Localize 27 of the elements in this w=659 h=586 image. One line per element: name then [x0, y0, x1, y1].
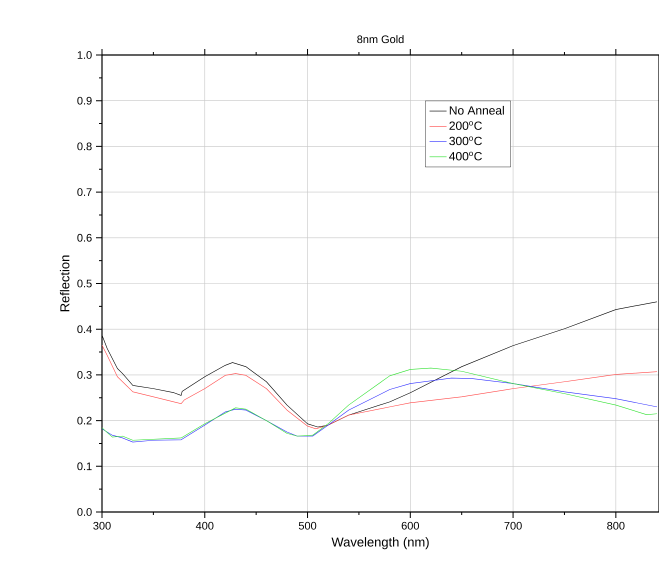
y-tick-label: 0.8 — [77, 142, 92, 150]
legend-label: 400$^{o}$C — [449, 152, 482, 160]
y-tick-label: 0.2 — [77, 416, 92, 424]
x-tick-label: 600 — [402, 522, 420, 530]
x-tick-label: 500 — [298, 522, 316, 530]
y-tick-label: 1.0 — [78, 51, 92, 59]
y-tick-label: 0.1 — [77, 462, 92, 470]
legend-label: No Anneal — [450, 106, 504, 115]
x-tick-label: 300 — [93, 522, 111, 530]
y-tick-label: 0.6 — [77, 234, 92, 242]
legend-label: 200$^{o}$C — [449, 121, 482, 130]
legend-label: 300$^{o}$C — [449, 136, 482, 146]
y-tick-label: 0.9 — [77, 96, 92, 105]
y-tick-label: 0.0 — [77, 508, 92, 516]
y-tick-label: 0.3 — [77, 371, 92, 379]
x-tick-label: 700 — [504, 522, 522, 530]
line-series — [102, 344, 658, 430]
line-series — [102, 368, 658, 441]
y-tick-label: 0.5 — [77, 280, 92, 288]
y-tick-label: 0.7 — [77, 188, 92, 196]
y-axis-title: Reflection — [60, 256, 70, 312]
y-tick-label: 0.4 — [77, 325, 92, 334]
chart-title: 8nm Gold — [357, 35, 404, 44]
line-series — [102, 378, 658, 442]
x-axis-title: Wavelength (nm) — [332, 537, 429, 550]
x-tick-label: 800 — [607, 522, 625, 530]
x-tick-label: 400 — [196, 522, 214, 530]
